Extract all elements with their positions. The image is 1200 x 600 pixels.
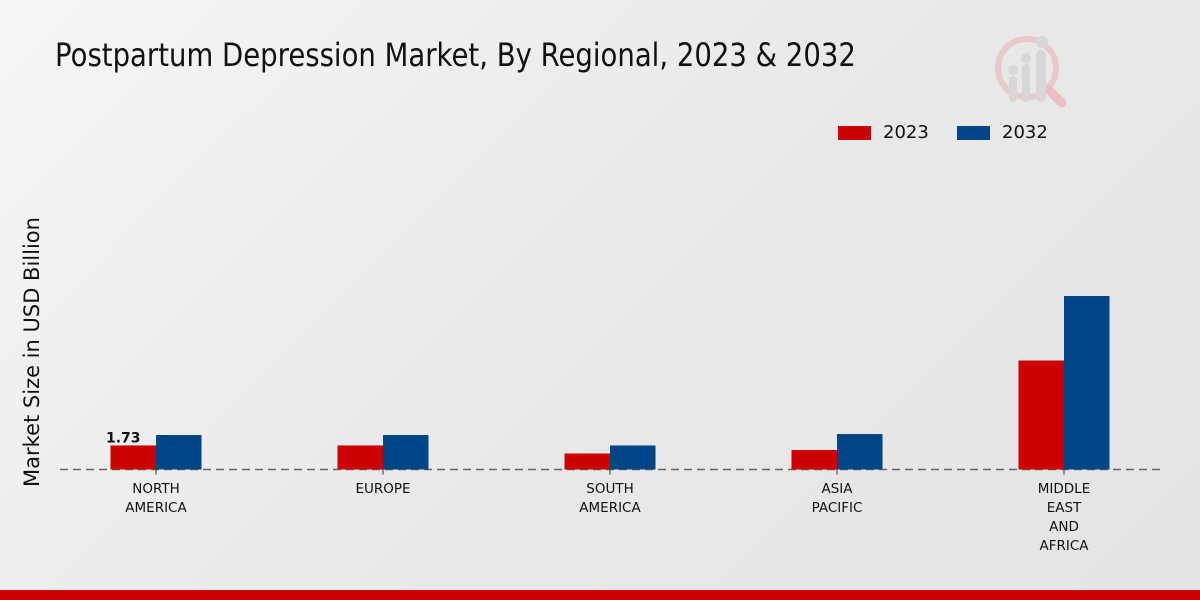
x-tick-label: NORTH xyxy=(132,481,180,497)
legend-label-2032: 2032 xyxy=(1002,122,1048,143)
bar-2023-europe xyxy=(337,445,383,470)
bar-2032-middle-east-and-africa xyxy=(1064,296,1110,470)
legend-item-2032: 2032 xyxy=(957,122,1048,143)
bar-2032-north-america xyxy=(156,435,202,470)
bar-2032-asia-pacific xyxy=(837,434,883,470)
data-label: 1.73 xyxy=(106,430,141,446)
legend-swatch-2023 xyxy=(838,125,871,140)
x-tick-label: AND xyxy=(1049,519,1079,535)
x-tick-label: AFRICA xyxy=(1039,538,1089,554)
legend-swatch-2032 xyxy=(957,125,990,140)
bar-2023-south-america xyxy=(564,453,610,470)
x-tick-label: AMERICA xyxy=(125,500,187,516)
x-tick-label: ASIA xyxy=(821,481,853,497)
x-tick-label: MIDDLE xyxy=(1038,481,1090,497)
bar-2023-north-america xyxy=(110,445,156,470)
bar-2032-europe xyxy=(383,435,429,470)
x-tick-label: AMERICA xyxy=(579,500,641,516)
legend-label-2023: 2023 xyxy=(883,122,929,143)
chart-title: Postpartum Depression Market, By Regiona… xyxy=(55,36,856,74)
bar-2023-middle-east-and-africa xyxy=(1018,360,1064,470)
footer-accent-bar xyxy=(0,590,1200,600)
bar-2032-south-america xyxy=(610,445,656,470)
x-tick-label: EUROPE xyxy=(355,481,410,497)
bar-2023-asia-pacific xyxy=(791,450,837,470)
logo-icon xyxy=(995,36,1067,108)
x-tick-label: SOUTH xyxy=(586,481,633,497)
x-tick-label: EAST xyxy=(1047,500,1082,516)
legend-item-2023: 2023 xyxy=(838,122,929,143)
x-tick-label: PACIFIC xyxy=(812,500,863,516)
